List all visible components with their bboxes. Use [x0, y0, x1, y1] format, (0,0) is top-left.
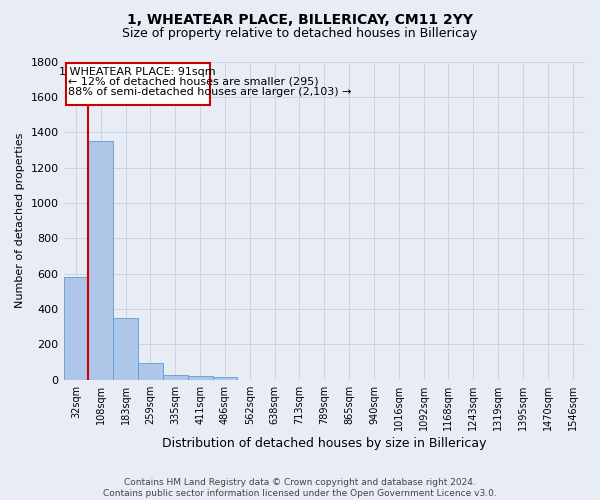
Bar [88, 141, 113, 380]
Bar [163, 374, 188, 380]
Bar [113, 318, 138, 380]
Text: 1, WHEATEAR PLACE, BILLERICAY, CM11 2YY: 1, WHEATEAR PLACE, BILLERICAY, CM11 2YY [127, 12, 473, 26]
Y-axis label: Number of detached properties: Number of detached properties [15, 133, 25, 308]
Text: 1 WHEATEAR PLACE: 91sqm: 1 WHEATEAR PLACE: 91sqm [59, 67, 216, 77]
Text: Size of property relative to detached houses in Billericay: Size of property relative to detached ho… [122, 28, 478, 40]
Text: Contains HM Land Registry data © Crown copyright and database right 2024.
Contai: Contains HM Land Registry data © Crown c… [103, 478, 497, 498]
Bar [64, 277, 88, 380]
Bar [138, 363, 163, 380]
Bar [212, 377, 238, 380]
Text: 88% of semi-detached houses are larger (2,103) →: 88% of semi-detached houses are larger (… [68, 87, 351, 97]
Bar [188, 376, 212, 380]
Text: ← 12% of detached houses are smaller (295): ← 12% of detached houses are smaller (29… [68, 77, 318, 87]
Bar [65, 64, 210, 105]
X-axis label: Distribution of detached houses by size in Billericay: Distribution of detached houses by size … [162, 437, 487, 450]
